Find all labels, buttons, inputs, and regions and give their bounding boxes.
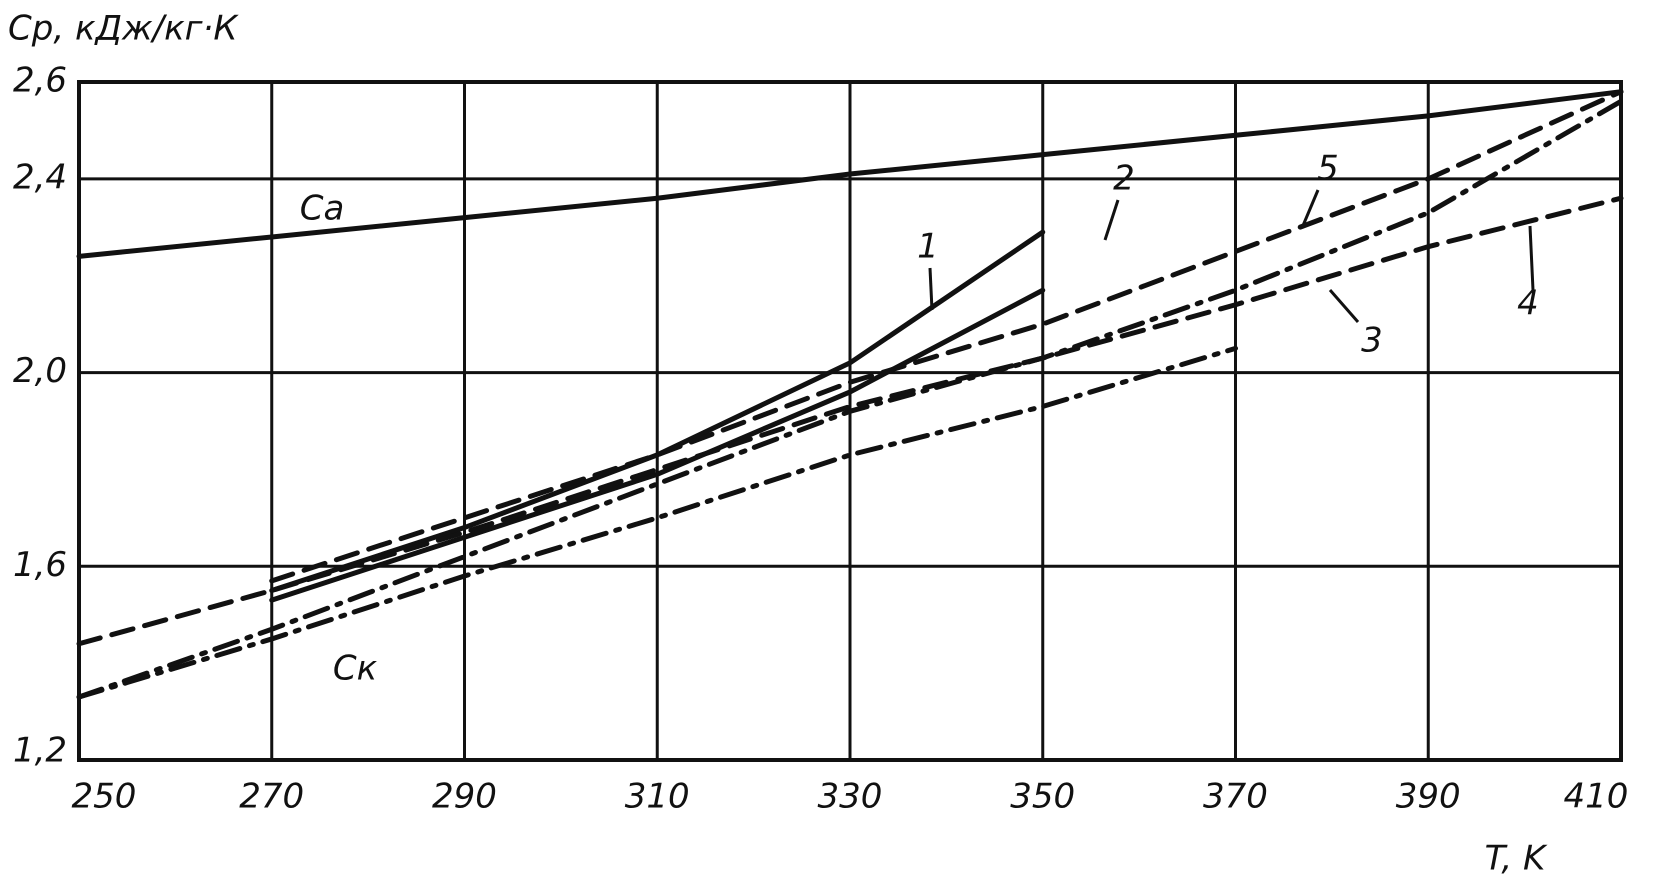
series-label: 4 <box>1517 284 1539 324</box>
x-tick-label: 270 <box>239 777 304 817</box>
series-label: 2 <box>1113 159 1135 199</box>
series-label: 5 <box>1317 149 1339 189</box>
x-tick-label: 290 <box>432 777 497 817</box>
series-label: Cк <box>333 649 378 689</box>
x-tick-label: 370 <box>1203 777 1268 817</box>
line-series <box>76 345 1238 700</box>
y-tick-label: 1,6 <box>13 545 67 585</box>
y-tick-label: 1,2 <box>13 731 67 771</box>
leader-line <box>1528 225 1535 291</box>
line-series <box>76 98 1624 700</box>
line-series <box>269 89 1624 584</box>
x-axis-label: T, K <box>1485 839 1548 879</box>
leader-line <box>1328 289 1360 323</box>
y-tick-label: 2,0 <box>13 351 67 391</box>
x-tick-label: 330 <box>818 777 883 817</box>
plot-frame <box>77 80 1623 762</box>
line-series <box>269 287 1046 603</box>
series-label: 1 <box>917 227 939 267</box>
line-series <box>76 89 1624 259</box>
line-series <box>76 195 1624 647</box>
y-tick-label: 2,6 <box>13 61 67 101</box>
series-label: 3 <box>1361 321 1383 361</box>
x-tick-label: 350 <box>1010 777 1075 817</box>
x-tick-label: 310 <box>625 777 690 817</box>
series-label: Cа <box>300 189 345 229</box>
x-tick-label: 390 <box>1396 777 1461 817</box>
leader-line <box>1103 199 1120 241</box>
y-tick-label: 2,4 <box>13 157 67 197</box>
x-tick-label: 410 <box>1564 777 1629 817</box>
leader-line <box>1300 189 1320 229</box>
x-tick-label: 250 <box>72 777 137 817</box>
leader-line <box>928 267 934 311</box>
y-axis-label: Cp, кДж/кг·К <box>8 9 239 49</box>
